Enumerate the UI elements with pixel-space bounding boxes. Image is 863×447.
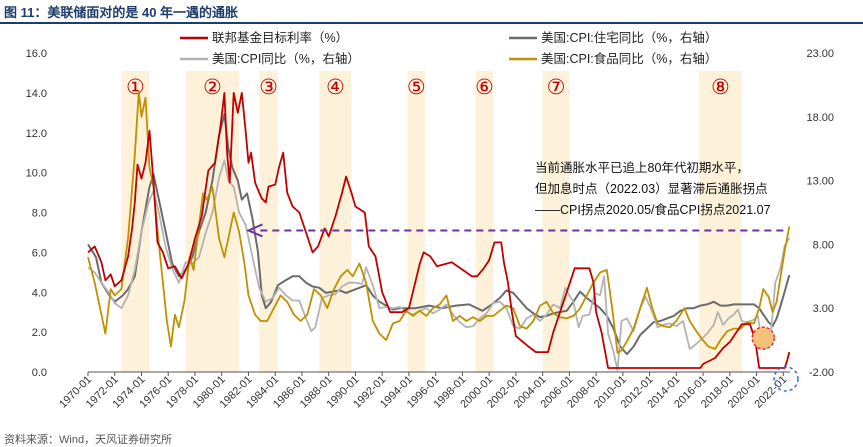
left-tick-label-4: 8.0 xyxy=(32,208,47,220)
title-rule xyxy=(0,22,863,24)
series-lines xyxy=(87,90,791,372)
series-line-cpi_food xyxy=(87,90,791,354)
period-label-8: ⑧ xyxy=(711,76,730,99)
left-tick-label-0: 0.0 xyxy=(32,367,47,379)
shaded-period-3 xyxy=(259,71,278,372)
annotation-line-1: 当前通胀水平已追上80年代初期水平， xyxy=(535,160,749,175)
annotation-layer: 当前通胀水平已追上80年代初期水平， 但加息时点（2022.03）显著滞后通胀拐点… xyxy=(245,160,799,392)
period-label-1: ① xyxy=(126,76,145,99)
left-tick-label-3: 6.0 xyxy=(32,247,47,259)
shaded-period-2 xyxy=(185,71,240,372)
shaded-period-5 xyxy=(407,71,425,372)
figure-source: 资料来源：Wind，天风证券研究所 xyxy=(4,434,173,446)
left-tick-label-6: 12.0 xyxy=(26,128,47,140)
period-label-4: ④ xyxy=(326,76,345,99)
period-label-2: ② xyxy=(203,76,222,99)
legend-label-cpi_shelter: 美国:CPI:住宅同比（%，右轴） xyxy=(541,30,717,45)
legend: 联邦基金目标利率（%） 美国:CPI:住宅同比（%，右轴） 美国:CPI同比（%，右… xyxy=(180,30,717,66)
legend-label-cpi: 美国:CPI同比（%，右轴） xyxy=(212,51,360,66)
left-tick-label-7: 14.0 xyxy=(26,88,47,100)
right-tick-label-4: 18.00 xyxy=(806,112,834,124)
legend-label-fed_funds: 联邦基金目标利率（%） xyxy=(212,30,348,45)
shaded-period-1 xyxy=(121,71,150,372)
left-tick-label-8: 16.0 xyxy=(26,48,47,60)
right-tick-label-3: 13.00 xyxy=(806,176,834,188)
marker-dashed-circle xyxy=(773,366,799,392)
series-line-fed_funds xyxy=(87,92,791,369)
left-tick-label-1: 2.0 xyxy=(32,327,47,339)
right-tick-label-0: -2.00 xyxy=(809,367,834,379)
right-tick-label-5: 23.00 xyxy=(806,48,834,60)
period-label-5: ⑤ xyxy=(407,76,426,99)
shaded-period-4 xyxy=(319,71,352,372)
annotation-line-2: 但加息时点（2022.03）显著滞后通胀拐点 xyxy=(535,181,768,196)
series-line-cpi xyxy=(87,159,791,372)
period-label-3: ③ xyxy=(259,76,278,99)
right-tick-label-2: 8.00 xyxy=(813,239,834,251)
period-label-7: ⑦ xyxy=(547,76,566,99)
figure-title: 图 11：美联储面对的是 40 年一遇的通胀 xyxy=(4,5,239,20)
shaded-period-6 xyxy=(475,71,494,372)
left-tick-label-5: 10.0 xyxy=(26,168,47,180)
series-line-cpi_shelter xyxy=(87,113,791,356)
annotation-line-3: ——CPI拐点2020.05/食品CPI拐点2021.07 xyxy=(535,202,771,217)
period-label-6: ⑥ xyxy=(475,76,494,99)
right-tick-label-1: 3.00 xyxy=(813,303,834,315)
left-tick-label-2: 4.0 xyxy=(32,287,47,299)
shaded-period-8 xyxy=(699,71,742,372)
marker-filled-circle xyxy=(751,326,776,350)
legend-label-cpi_food: 美国:CPI:食品同比（%，右轴） xyxy=(541,51,717,66)
annotation-arrow-head xyxy=(245,223,263,238)
